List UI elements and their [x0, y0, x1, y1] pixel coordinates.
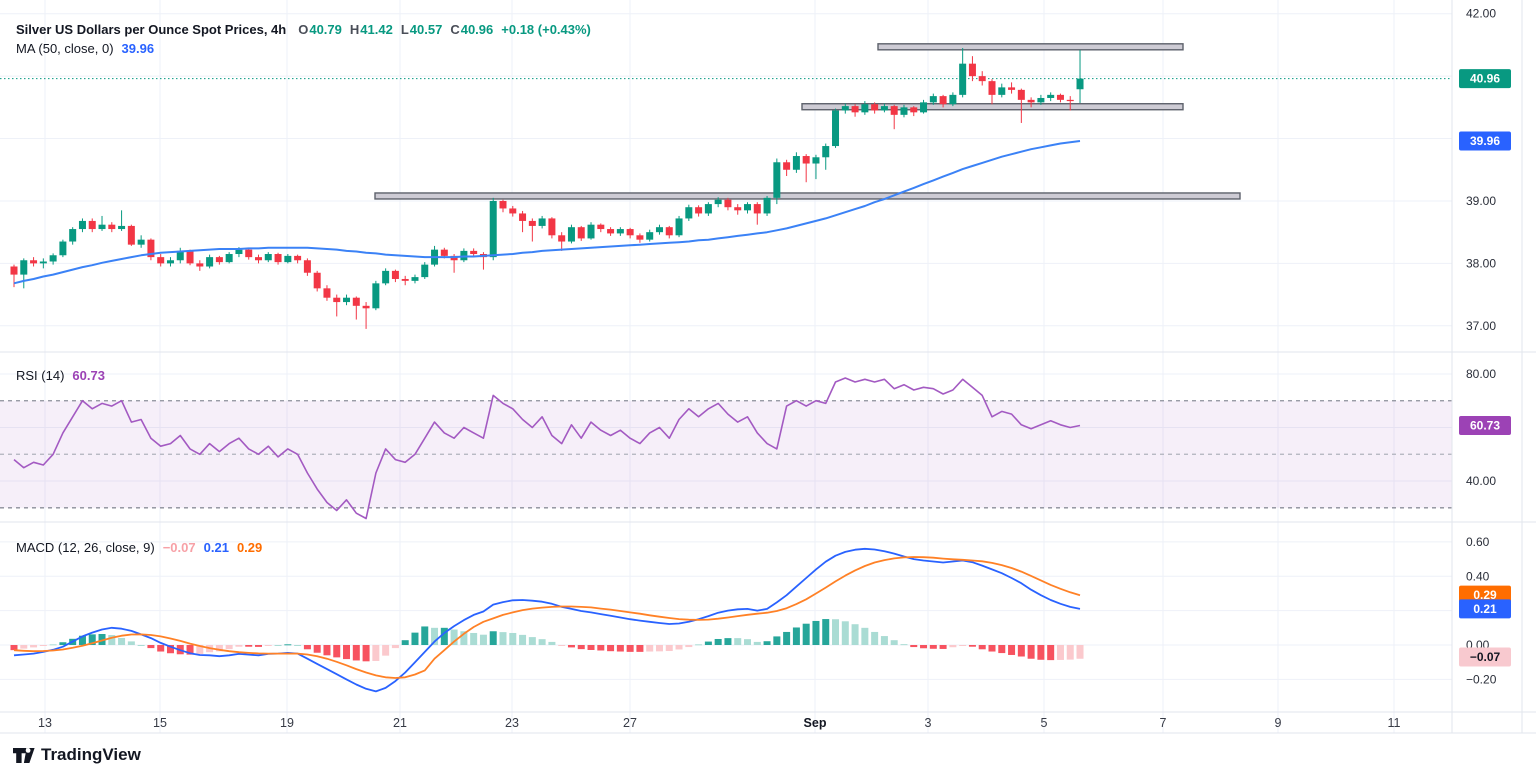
price-axis: 42.00 39.00 38.00 37.00 80.00 40.00 0.60 0.40 0.… [1466, 7, 1497, 687]
ma50-line [13, 140, 1081, 285]
rsi-label[interactable]: RSI (14) [16, 368, 65, 383]
svg-text:40.00: 40.00 [1466, 474, 1496, 488]
axis-value-badge: 0.21 [1459, 599, 1511, 619]
ma-value: 39.96 [121, 41, 155, 56]
macd-signal-value: 0.29 [236, 540, 263, 555]
time-axis[interactable]: 13 15 19 21 23 27 Sep 3 5 7 9 11 [38, 716, 1400, 730]
macd-histogram [10, 619, 1084, 662]
svg-text:38.00: 38.00 [1466, 256, 1496, 270]
rsi-value: 60.73 [72, 368, 105, 383]
ma-label[interactable]: MA (50, close, 0) [16, 41, 114, 56]
svg-text:−0.20: −0.20 [1466, 672, 1497, 686]
time-axis-label: 19 [280, 716, 294, 730]
rsi-zone [0, 400, 1452, 509]
main-legend: Silver US Dollars per Ounce Spot Prices,… [16, 22, 591, 37]
axis-value-badge: 40.96 [1459, 69, 1511, 89]
symbol-title[interactable]: Silver US Dollars per Ounce Spot Prices,… [16, 22, 287, 37]
svg-text:40.96: 40.96 [1470, 72, 1500, 86]
tradingview-logo[interactable]: TradingView [13, 745, 141, 765]
time-axis-label: Sep [804, 716, 827, 730]
macd-legend: MACD (12, 26, close, 9) −0.07 0.21 0.29 [16, 540, 262, 555]
resistance-bands [374, 43, 1241, 200]
axis-value-badge: 60.73 [1459, 416, 1511, 436]
time-axis-label: 11 [1388, 716, 1401, 730]
ohlc-high: H 41.42 [349, 22, 393, 37]
svg-text:0.40: 0.40 [1466, 569, 1490, 583]
panel-separators [0, 0, 1536, 734]
time-axis-label: 23 [505, 716, 519, 730]
svg-text:0.21: 0.21 [1473, 602, 1497, 616]
macd-signal-line [13, 556, 1081, 679]
macd-label[interactable]: MACD (12, 26, close, 9) [16, 540, 155, 555]
ohlc-low: L 40.57 [400, 22, 443, 37]
time-axis-label: 21 [393, 716, 407, 730]
candlestick-series [10, 48, 1084, 329]
gridlines [0, 0, 1452, 733]
svg-text:39.00: 39.00 [1466, 194, 1496, 208]
time-axis-label: 27 [623, 716, 637, 730]
time-axis-label: 13 [38, 716, 52, 730]
svg-text:37.00: 37.00 [1466, 319, 1496, 333]
ohlc-open: O 40.79 [298, 22, 342, 37]
time-axis-label: 7 [1160, 716, 1167, 730]
axis-value-badge: 39.96 [1459, 131, 1511, 151]
svg-text:0.60: 0.60 [1466, 535, 1490, 549]
svg-text:−0.07: −0.07 [1470, 650, 1501, 664]
rsi-legend: RSI (14) 60.73 [16, 368, 105, 383]
svg-text:60.73: 60.73 [1470, 419, 1500, 433]
rsi-line [13, 377, 1081, 520]
axis-badges: 40.96 39.96 60.73 0.290.21 −0.07 [1459, 69, 1511, 667]
macd-line [13, 547, 1081, 693]
time-axis-label: 5 [1041, 716, 1048, 730]
axis-value-badge: −0.07 [1459, 647, 1511, 667]
macd-hist-value: −0.07 [162, 540, 196, 555]
price-change: +0.18 (+0.43%) [501, 22, 591, 37]
svg-text:80.00: 80.00 [1466, 367, 1496, 381]
svg-text:39.96: 39.96 [1470, 134, 1500, 148]
time-axis-label: 3 [925, 716, 932, 730]
svg-text:0.29: 0.29 [1473, 588, 1497, 602]
time-axis-label: 9 [1275, 716, 1282, 730]
ma-legend: MA (50, close, 0) 39.96 [16, 41, 154, 56]
time-axis-label: 15 [153, 716, 167, 730]
tradingview-logo-icon [13, 747, 35, 763]
tradingview-logo-text: TradingView [41, 745, 141, 764]
svg-text:42.00: 42.00 [1466, 7, 1496, 21]
macd-line-value: 0.21 [203, 540, 229, 555]
ohlc-close: C 40.96 [450, 22, 494, 37]
